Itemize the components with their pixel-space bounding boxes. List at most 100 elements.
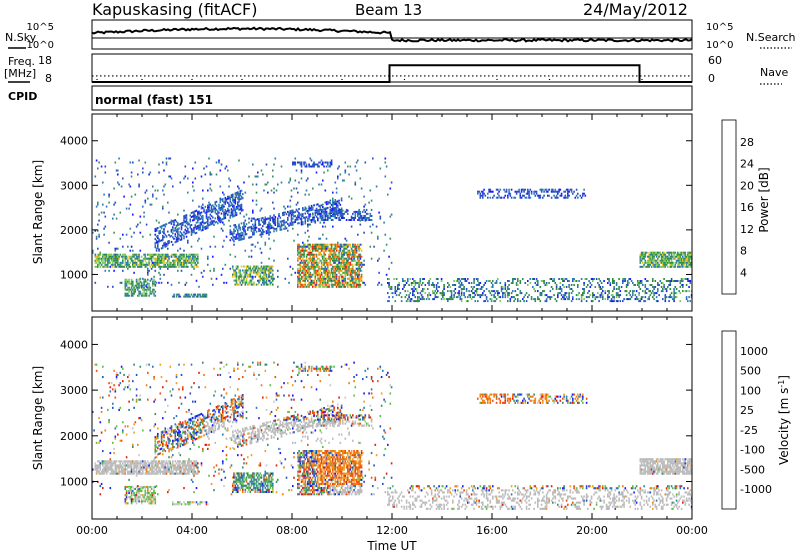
power-cell-2176 [332,243,334,246]
power-cell-3750 [670,265,673,268]
power-cell-2845 [419,280,422,282]
power-cell-2090 [325,277,328,280]
power-cell-389 [190,261,193,264]
power-cell-2685 [544,188,547,191]
power-cell-3964 [137,223,139,226]
power-cell-651 [204,225,207,228]
power-cell-1002 [272,216,274,219]
power-cell-829 [238,204,240,207]
power-cell-2132 [328,247,330,250]
power-cell-2682 [542,188,544,191]
power-cell-3109 [509,298,512,301]
velocity-cell-118 [123,470,125,473]
power-cell-2242 [338,281,340,284]
power-cell-2721 [567,196,569,199]
power-cell-438 [157,235,159,237]
power-cell-2313 [343,257,345,260]
velocity-cell-192 [139,460,142,463]
power-cell-2610 [497,196,499,199]
power-cell-4476 [353,257,355,260]
power-cell-121 [123,265,125,268]
power-cell-2922 [448,298,450,301]
power-cell-1831 [304,269,307,272]
power-cell-3565 [679,292,682,295]
velocity-cell-62 [109,462,112,465]
power-cell-1669 [262,275,264,278]
power-cell-4268 [268,233,270,236]
velocity-cell-128 [125,468,128,471]
power-cell-1395 [130,294,133,297]
velocity-cell-210 [144,464,147,467]
power-cell-2588 [480,194,483,197]
power-cell-2707 [557,190,559,193]
power-cell-3272 [575,280,578,282]
power-cell-1433 [138,282,140,285]
power-cell-573 [189,220,192,223]
power-cell-3401 [622,282,624,284]
power-cell-967 [263,222,265,225]
power-cell-759 [224,200,227,203]
power-cell-1506 [178,293,180,296]
power-cell-2173 [332,255,334,258]
power-cell-1593 [244,271,247,274]
power-cell-398 [193,265,195,268]
power-cell-2359 [347,267,349,270]
power-cell-2456 [354,251,357,254]
power-cell-3777 [677,263,679,266]
velocity-cell-161 [133,468,135,471]
power-cell-3174 [538,298,540,301]
power-cell-2335 [344,245,347,248]
power-cell-2739 [580,196,583,199]
power-cell-2523 [360,277,363,280]
power-cell-2903 [440,292,443,295]
power-cell-1465 [145,288,148,291]
power-cell-3757 [670,251,673,254]
power-cell-2702 [555,196,558,199]
power-cell-4254 [264,241,267,244]
power-cell-2113 [327,265,329,268]
power-cell-1535 [204,293,207,296]
power-cell-3295 [585,296,588,299]
power-cell-4173 [228,185,230,188]
power-cell-3572 [682,290,684,293]
power-cell-57 [107,257,109,260]
power-cell-2853 [422,296,424,299]
power-cell-364 [184,265,187,268]
power-cell-3170 [537,290,539,293]
power-cell-4317 [290,273,293,276]
velocity-cell-178 [137,466,139,469]
power-cell-83 [113,253,115,256]
power-cell-4397 [323,171,325,174]
power-cell-3419 [628,298,630,301]
power-cell-3657 [652,259,654,262]
power-cell-1272 [329,208,332,211]
power-cell-1741 [297,253,299,256]
power-cell-2336 [344,243,347,246]
power-cell-3814 [683,257,685,260]
power-cell-3464 [644,300,647,303]
power-cell-2092 [325,273,328,276]
power-cell-2878 [432,290,434,293]
power-cell-2713 [560,192,563,195]
power-cell-1341 [360,215,363,217]
power-cell-3628 [647,265,649,268]
power-cell-2745 [387,300,389,303]
power-cell-81 [113,257,115,260]
power-cell-3280 [580,298,583,301]
velocity-cell-264 [157,466,159,469]
power-cell-2327 [344,269,347,272]
power-cell-4303 [284,207,287,210]
velocity-cell-29 [102,462,104,465]
power-cell-3350 [607,296,609,299]
power-cell-1976 [315,247,318,250]
velocity-cell-12 [97,460,99,463]
power-cell-4370 [312,263,314,266]
power-cell-3152 [529,282,532,284]
power-cell-4107 [198,205,200,208]
power-cell-569 [188,231,190,234]
power-cell-1302 [342,217,344,219]
power-cell-503 [174,235,177,238]
power-cell-859 [230,232,233,235]
power-cell-500 [173,221,175,224]
power-cell-3158 [533,298,535,301]
